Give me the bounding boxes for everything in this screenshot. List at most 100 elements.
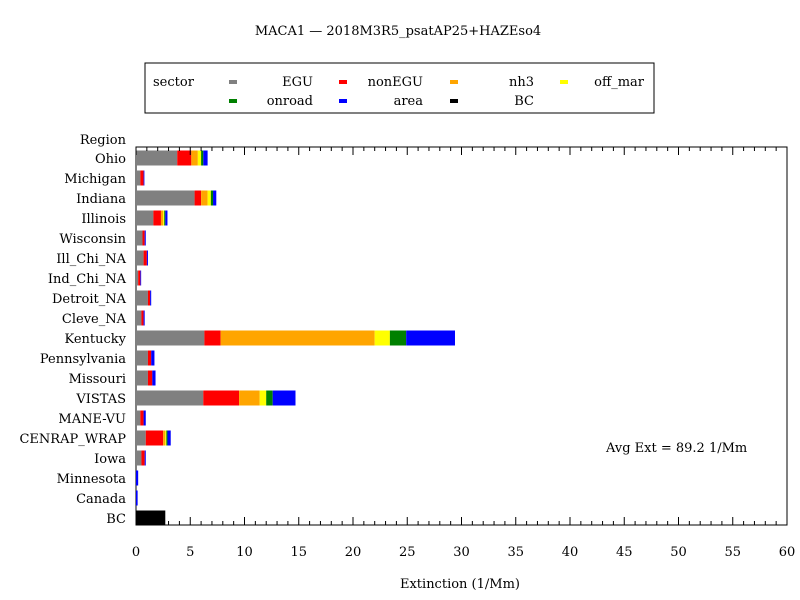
x-tick-label: 20 — [345, 545, 362, 560]
x-tick-label: 10 — [236, 545, 253, 560]
legend-label-nonEGU: nonEGU — [368, 75, 423, 90]
bar-segment-onroad-Kentucky — [389, 330, 407, 346]
x-axis-title: Extinction (1/Mm) — [400, 577, 520, 592]
bar-segment-EGU-Ill_Chi_NA — [136, 250, 144, 266]
legend-swatch-nh3 — [450, 80, 458, 84]
x-tick-label: 45 — [616, 545, 633, 560]
y-tick-labels: Ohio Michigan Indiana Illinois Wisconsin Ill_… — [19, 152, 126, 527]
bar-segment-off_mar-CENRAP_WRAP — [165, 430, 167, 446]
legend-swatch-nonEGU — [339, 80, 347, 84]
bar-segment-onroad-VISTAS — [266, 390, 273, 406]
bar-segment-nh3-Illinois — [160, 210, 164, 226]
bar-segment-area-Canada — [136, 490, 138, 506]
bar-segment-EGU-MANE-VU — [136, 410, 141, 426]
bar-segment-nh3-VISTAS — [239, 390, 260, 406]
bar-segment-nonEGU-Pennsylvania — [147, 350, 152, 366]
bar-segment-onroad-CENRAP_WRAP — [166, 430, 168, 446]
legend-box — [144, 62, 655, 114]
bar-segment-nonEGU-Kentucky — [204, 330, 221, 346]
bar-segment-BC-BC — [136, 510, 166, 526]
bar-segment-area-Kentucky — [406, 330, 455, 346]
y-tick-label: Detroit_NA — [52, 292, 127, 307]
bar-segment-area-Wisconsin — [144, 230, 146, 246]
bar-segment-off_mar-Indiana — [207, 190, 211, 206]
y-tick-label: Wisconsin — [59, 232, 126, 247]
bar-segment-onroad-Illinois — [164, 210, 166, 226]
bars — [136, 150, 455, 526]
x-axis: 0 5 10 15 20 25 30 35 40 45 50 55 60 — [132, 147, 795, 560]
bar-segment-EGU-Michigan — [136, 170, 141, 186]
bar-segment-area-Ind_Chi_NA — [140, 270, 142, 286]
legend-label-onroad: onroad — [267, 94, 313, 109]
bar-segment-EGU-Wisconsin — [136, 230, 143, 246]
bar-segment-nonEGU-Illinois — [153, 210, 161, 226]
x-tick-label: 50 — [670, 545, 687, 560]
bar-segment-nonEGU-VISTAS — [203, 390, 240, 406]
bar-segment-area-MANE-VU — [143, 410, 146, 426]
bar-segment-area-Detroit_NA — [150, 290, 152, 306]
y-tick-label: Indiana — [76, 192, 126, 207]
bar-segment-area-Minnesota — [136, 470, 139, 486]
x-tick-label: 25 — [399, 545, 416, 560]
y-axis-title: Region — [80, 133, 127, 148]
bar-segment-nh3-Ohio — [191, 150, 198, 166]
bar-segment-EGU-Ohio — [136, 150, 178, 166]
bar-segment-nonEGU-Ill_Chi_NA — [143, 250, 147, 266]
bar-segment-nonEGU-MANE-VU — [140, 410, 144, 426]
legend-label-area: area — [394, 94, 424, 109]
bar-segment-off_mar-VISTAS — [259, 390, 267, 406]
x-tick-label: 40 — [562, 545, 579, 560]
x-tick-label: 15 — [290, 545, 307, 560]
y-tick-label: Ohio — [95, 152, 126, 167]
bar-segment-nonEGU-Missouri — [147, 370, 153, 386]
y-tick-label: Ind_Chi_NA — [48, 272, 127, 287]
y-tick-label: Missouri — [69, 372, 126, 387]
bar-segment-EGU-Iowa — [136, 450, 142, 466]
bar-segment-off_mar-Kentucky — [374, 330, 390, 346]
bar-segment-off_mar-Illinois — [163, 210, 165, 226]
x-tick-label: 35 — [507, 545, 524, 560]
y-tick-label: Ill_Chi_NA — [56, 252, 126, 267]
legend-swatch-BC — [450, 99, 458, 103]
bar-segment-EGU-CENRAP_WRAP — [136, 430, 146, 446]
x-tick-label: 55 — [724, 545, 741, 560]
legend-swatch-off_mar — [560, 80, 568, 84]
legend-swatch-onroad — [229, 99, 237, 103]
avg-ext-annotation: Avg Ext = 89.2 1/Mm — [605, 441, 747, 456]
bar-segment-area-Michigan — [143, 170, 145, 186]
y-tick-label: Michigan — [64, 172, 126, 187]
x-tick-label: 60 — [779, 545, 796, 560]
y-tick-label: VISTAS — [75, 392, 126, 407]
legend-swatch-area — [339, 99, 347, 103]
legend-label-off_mar: off_mar — [594, 75, 645, 90]
x-tick-label: 0 — [132, 545, 140, 560]
bar-segment-EGU-Ind_Chi_NA — [136, 270, 139, 286]
y-tick-label: CENRAP_WRAP — [19, 432, 126, 447]
bar-segment-EGU-Indiana — [136, 190, 195, 206]
bar-segment-nonEGU-Michigan — [140, 170, 144, 186]
y-tick-label: MANE-VU — [58, 412, 126, 427]
y-tick-label: Pennsylvania — [40, 352, 126, 367]
chart-title: MACA1 — 2018M3R5_psatAP25+HAZEso4 — [255, 24, 541, 39]
legend-label-EGU: EGU — [282, 75, 313, 90]
bar-segment-EGU-Missouri — [136, 370, 148, 386]
bar-segment-area-Cleve_NA — [143, 310, 145, 326]
bar-segment-off_mar-Ohio — [197, 150, 202, 166]
bar-segment-EGU-Illinois — [136, 210, 154, 226]
bar-segment-nh3-CENRAP_WRAP — [163, 430, 166, 446]
x-tick-label: 30 — [453, 545, 470, 560]
y-tick-label: Iowa — [94, 452, 126, 467]
y-tick-label: Illinois — [81, 212, 126, 227]
x-tick-label: 5 — [186, 545, 194, 560]
bar-segment-nonEGU-Ohio — [177, 150, 192, 166]
bar-segment-nonEGU-CENRAP_WRAP — [145, 430, 164, 446]
bar-segment-area-Ill_Chi_NA — [146, 250, 148, 266]
bar-segment-EGU-Pennsylvania — [136, 350, 148, 366]
y-tick-label: Cleve_NA — [62, 312, 127, 327]
bar-segment-EGU-Cleve_NA — [136, 310, 142, 326]
bar-segment-area-CENRAP_WRAP — [167, 430, 171, 446]
bar-segment-onroad-Ohio — [201, 150, 204, 166]
bar-segment-area-VISTAS — [272, 390, 296, 406]
